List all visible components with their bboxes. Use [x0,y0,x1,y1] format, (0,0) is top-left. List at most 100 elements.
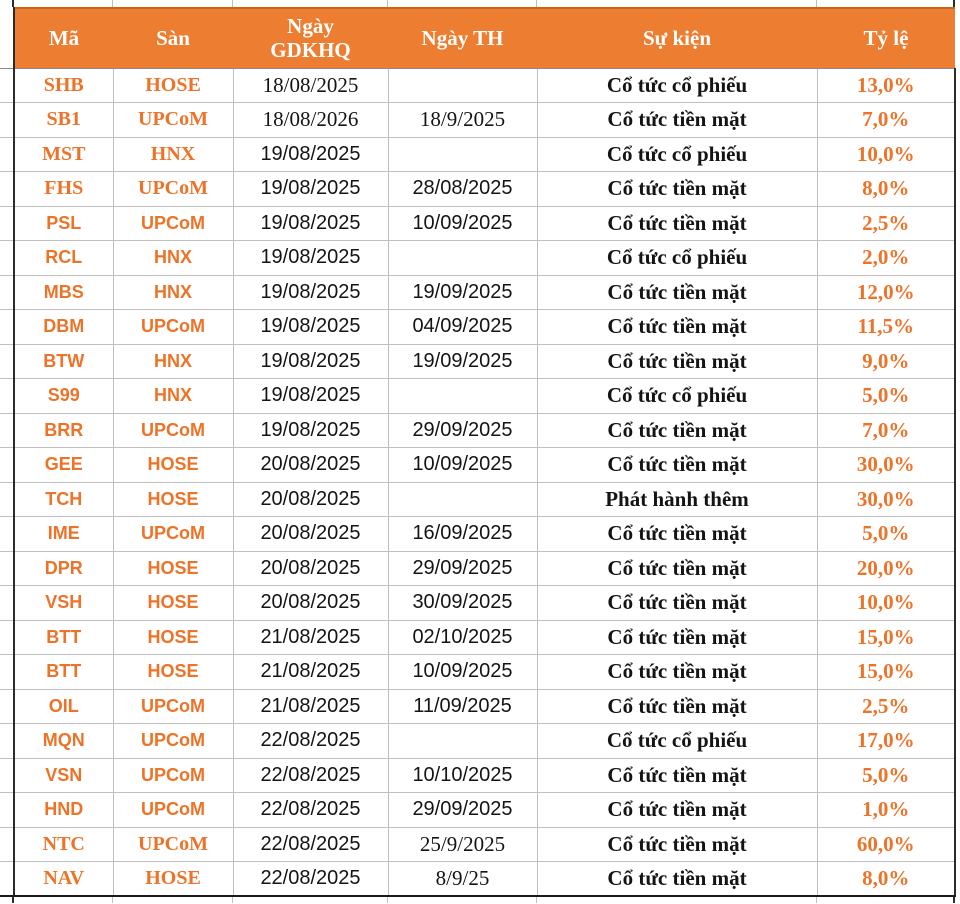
gutter-strip [0,897,14,903]
ratio-cell: 9,0% [817,344,956,379]
ratio-cell: 17,0% [817,723,956,759]
event-cell: Cổ tức cổ phiếu [537,723,818,759]
ratio-cell: 2,5% [817,206,956,241]
event-cell: Cổ tức tiền mặt [537,309,818,345]
stock-code-cell: BRR [14,413,114,448]
event-cell: Cổ tức tiền mặt [537,758,818,793]
gutter-cell [0,620,15,655]
stock-code-cell: BTW [14,344,114,379]
execution-date-cell [388,378,538,414]
ratio-cell: 15,0% [817,620,956,655]
event-cell: Cổ tức tiền mặt [537,620,818,655]
exchange-cell: UPCoM [113,758,234,793]
ratio-cell: 30,0% [817,447,956,483]
exchange-cell: UPCoM [113,792,234,828]
exchange-cell: UPCoM [113,827,234,862]
table-row: VSN UPCoM 22/08/2025 10/10/2025 Cổ tức t… [0,758,956,793]
execution-date-cell: 18/9/2025 [388,102,538,138]
table-row: TCH HOSE 20/08/2025 Phát hành thêm 30,0% [0,482,956,517]
column-header-exchange-label: Sàn [156,26,190,51]
event-cell: Cổ tức tiền mặt [537,447,818,483]
execution-date-cell: 16/09/2025 [388,516,538,552]
stock-code-cell: NTC [14,827,114,862]
gutter-cell [0,309,15,345]
column-header-execution-date-label: Ngày TH [421,26,504,51]
column-header-exchange: Sàn [113,7,233,69]
execution-date-cell: 10/10/2025 [388,758,538,793]
gutter-cell [0,827,15,862]
gutter-cell [0,723,15,759]
exchange-cell: HNX [113,240,234,276]
ex-dividend-date-cell: 22/08/2025 [233,827,389,862]
exchange-cell: HNX [113,137,234,172]
exchange-cell: HNX [113,344,234,379]
ratio-cell: 8,0% [817,171,956,207]
execution-date-cell: 29/09/2025 [388,792,538,828]
table-row: NTC UPCoM 22/08/2025 25/9/2025 Cổ tức ti… [0,827,956,862]
ex-dividend-date-cell: 19/08/2025 [233,171,389,207]
execution-date-cell: 04/09/2025 [388,309,538,345]
gutter-strip [0,0,14,7]
execution-date-cell [388,723,538,759]
execution-date-cell: 19/09/2025 [388,344,538,379]
gutter-cell [0,378,15,414]
exchange-cell: UPCoM [113,171,234,207]
stock-code-cell: NAV [14,861,114,897]
exchange-cell: HOSE [113,68,234,103]
ex-dividend-date-cell: 20/08/2025 [233,551,389,586]
ratio-cell: 15,0% [817,654,956,690]
stock-code-cell: PSL [14,206,114,241]
event-cell: Cổ tức cổ phiếu [537,137,818,172]
table-row: FHS UPCoM 19/08/2025 28/08/2025 Cổ tức t… [0,171,956,207]
ex-dividend-date-cell: 19/08/2025 [233,309,389,345]
column-header-execution-date: Ngày TH [388,7,537,69]
exchange-cell: HNX [113,275,234,310]
ratio-cell: 1,0% [817,792,956,828]
stock-code-cell: BTT [14,654,114,690]
gutter-cell [0,482,15,517]
gutter-cell [0,689,15,724]
stock-code-cell: OIL [14,689,114,724]
stock-code-cell: MST [14,137,114,172]
ex-dividend-date-cell: 20/08/2025 [233,585,389,621]
ratio-cell: 5,0% [817,378,956,414]
exchange-cell: UPCoM [113,413,234,448]
event-cell: Cổ tức tiền mặt [537,689,818,724]
gutter-cell [0,8,15,69]
column-header-event-label: Sự kiện [642,26,712,51]
execution-date-cell: 25/9/2025 [388,827,538,862]
ex-dividend-date-cell: 18/08/2026 [233,102,389,138]
table-row: DPR HOSE 20/08/2025 29/09/2025 Cổ tức ti… [0,551,956,586]
ratio-cell: 12,0% [817,275,956,310]
ex-dividend-date-cell: 19/08/2025 [233,378,389,414]
ex-dividend-date-cell: 19/08/2025 [233,240,389,276]
exchange-cell: UPCoM [113,516,234,552]
column-header-ratio-label: Tỷ lệ [863,26,909,51]
table-row: BTW HNX 19/08/2025 19/09/2025 Cổ tức tiề… [0,344,956,379]
table-row: BRR UPCoM 19/08/2025 29/09/2025 Cổ tức t… [0,413,956,448]
exchange-cell: UPCoM [113,689,234,724]
table-row: SHB HOSE 18/08/2025 Cổ tức cổ phiếu 13,0… [0,68,956,103]
event-cell: Cổ tức tiền mặt [537,585,818,621]
execution-date-cell: 11/09/2025 [388,689,538,724]
event-cell: Cổ tức tiền mặt [537,516,818,552]
ex-dividend-date-cell: 22/08/2025 [233,758,389,793]
table-row: SB1 UPCoM 18/08/2026 18/9/2025 Cổ tức ti… [0,102,956,138]
ex-dividend-date-cell: 18/08/2025 [233,68,389,103]
stock-code-cell: SB1 [14,102,114,138]
stock-code-cell: SHB [14,68,114,103]
gutter-cell [0,171,15,207]
cut-off-row-top [0,0,955,7]
execution-date-cell [388,482,538,517]
exchange-cell: UPCoM [113,206,234,241]
ratio-cell: 20,0% [817,551,956,586]
ex-dividend-date-cell: 22/08/2025 [233,723,389,759]
ratio-cell: 10,0% [817,585,956,621]
column-header-ex-dividend-date: Ngày GDKHQ [233,7,388,69]
gutter-cell [0,68,15,103]
ratio-cell: 30,0% [817,482,956,517]
stock-code-cell: S99 [14,378,114,414]
ex-dividend-date-cell: 20/08/2025 [233,482,389,517]
table-row: MST HNX 19/08/2025 Cổ tức cổ phiếu 10,0% [0,137,956,172]
ratio-cell: 10,0% [817,137,956,172]
